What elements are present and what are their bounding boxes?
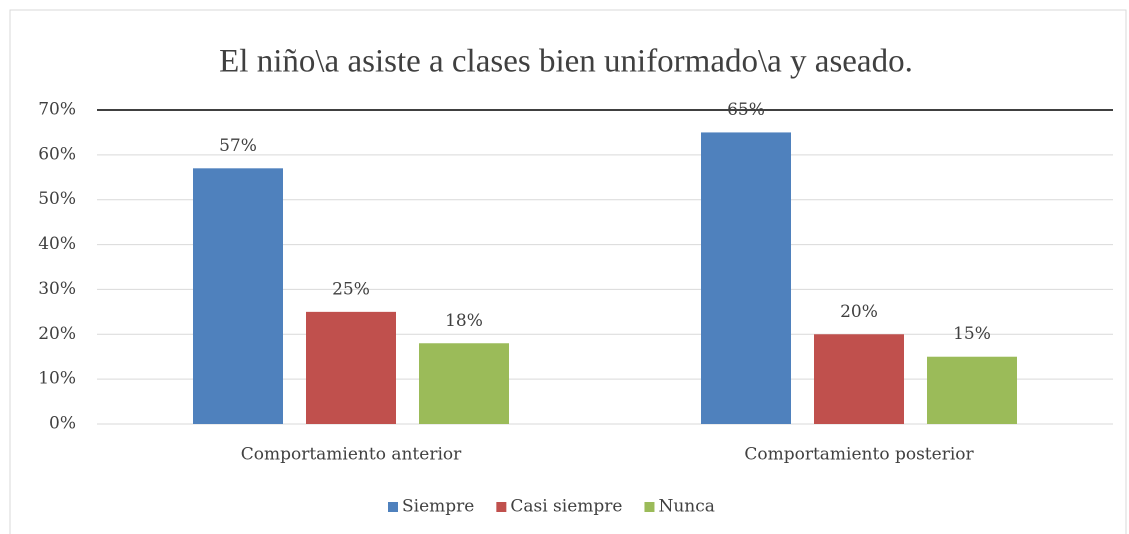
- chart-border: [9, 9, 1127, 534]
- data-label: 57%: [219, 136, 257, 156]
- y-tick-label: 20%: [38, 324, 76, 344]
- legend-label: Siempre: [402, 497, 474, 517]
- chart-title: El niño\a asiste a clases bien uniformad…: [219, 44, 913, 80]
- legend-label: Casi siempre: [510, 497, 622, 517]
- x-tick-label: Comportamiento anterior: [241, 445, 462, 465]
- bar: [419, 343, 509, 424]
- bar: [193, 168, 283, 424]
- data-label: 18%: [445, 311, 483, 331]
- y-tick-label: 50%: [38, 189, 76, 209]
- x-tick-label: Comportamiento posterior: [744, 445, 974, 465]
- y-tick-label: 30%: [38, 279, 76, 299]
- legend-swatch: [644, 502, 655, 512]
- y-tick-label: 0%: [49, 414, 76, 434]
- data-label: 25%: [332, 279, 370, 299]
- y-tick-label: 10%: [38, 369, 76, 389]
- data-label: 65%: [727, 100, 765, 120]
- bar: [814, 334, 904, 424]
- legend-swatch: [388, 502, 398, 512]
- bar: [306, 311, 396, 424]
- y-tick-label: 70%: [38, 100, 76, 120]
- legend-label: Nunca: [658, 497, 714, 517]
- data-label: 20%: [840, 302, 878, 322]
- y-tick-label: 60%: [38, 144, 76, 164]
- bar: [701, 132, 791, 424]
- legend-swatch: [496, 502, 507, 512]
- bar: [927, 356, 1017, 424]
- y-tick-label: 40%: [38, 234, 76, 254]
- data-label: 15%: [953, 324, 991, 344]
